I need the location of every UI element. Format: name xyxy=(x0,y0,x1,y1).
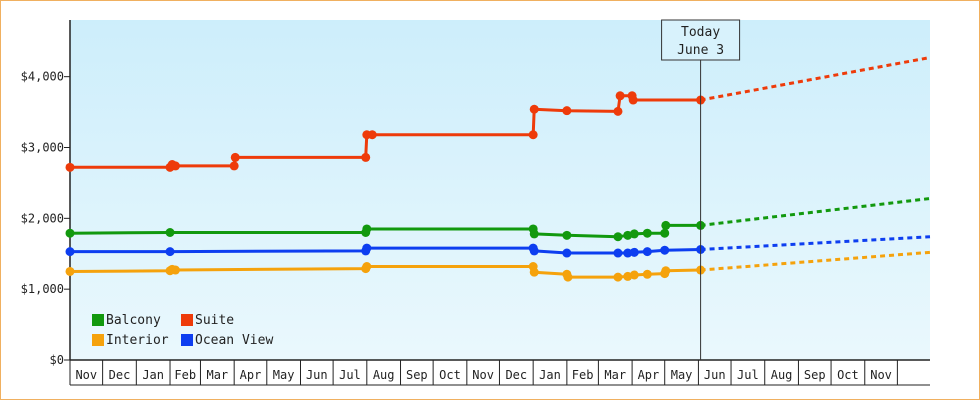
x-tick-label: Oct xyxy=(837,368,859,382)
x-tick-label: Aug xyxy=(373,368,395,382)
forecast-line-suite xyxy=(700,56,931,102)
legend-item-suite: Suite xyxy=(181,313,234,328)
x-tick-label: Dec xyxy=(505,368,527,382)
x-tick-label: Sep xyxy=(804,368,826,382)
data-point xyxy=(362,224,372,234)
data-point xyxy=(642,228,652,238)
data-point xyxy=(529,246,539,256)
data-point xyxy=(529,104,539,114)
data-point xyxy=(563,272,573,282)
x-tick-label: Sep xyxy=(406,368,428,382)
legend-label: Ocean View xyxy=(195,333,273,348)
data-point xyxy=(230,152,240,162)
today-label: Today xyxy=(681,25,720,40)
x-tick-label: May xyxy=(671,368,693,382)
legend: Balcony Suite Interior Ocean View xyxy=(92,313,273,348)
data-point xyxy=(562,106,572,116)
data-point xyxy=(562,248,572,258)
data-point xyxy=(660,228,670,238)
x-tick-label: Jan xyxy=(142,368,164,382)
x-tick-label: Jul xyxy=(339,368,361,382)
x-tick-label: Nov xyxy=(75,368,97,382)
x-tick-label: Aug xyxy=(771,368,793,382)
data-point xyxy=(615,91,625,101)
legend-label: Balcony xyxy=(106,313,161,328)
data-point xyxy=(170,161,180,171)
x-tick-label: Jun xyxy=(704,368,726,382)
series-suite xyxy=(65,56,931,172)
data-point xyxy=(529,229,539,239)
data-point xyxy=(613,232,623,242)
data-point xyxy=(65,228,75,238)
x-axis: Nov Dec Jan Feb Mar Apr May Jun Jul Aug Sep Oct Nov D… xyxy=(69,360,930,386)
series-balcony xyxy=(65,197,931,242)
x-tick-label: Feb xyxy=(174,368,196,382)
data-point xyxy=(628,95,638,105)
data-point xyxy=(642,247,652,257)
legend-label: Interior xyxy=(106,333,169,348)
y-tick-label: $4,000 xyxy=(21,70,64,84)
series-interior xyxy=(65,250,931,282)
data-point xyxy=(528,130,538,140)
x-tick-label: Mar xyxy=(206,368,228,382)
x-tick-label: Oct xyxy=(439,368,461,382)
data-point xyxy=(661,266,671,276)
today-box xyxy=(661,19,741,61)
legend-item-balcony: Balcony xyxy=(92,313,161,328)
legend-item-interior: Interior xyxy=(92,333,169,348)
data-point xyxy=(361,152,371,162)
x-tick-label: May xyxy=(273,368,295,382)
today-date: June 3 xyxy=(677,43,724,58)
data-point xyxy=(65,162,75,172)
data-point xyxy=(65,266,75,276)
y-tick-label: $3,000 xyxy=(21,141,64,155)
legend-swatch xyxy=(181,334,193,346)
data-point xyxy=(629,229,639,239)
legend-swatch xyxy=(92,334,104,346)
data-point xyxy=(229,161,239,171)
data-point xyxy=(529,267,539,277)
legend-swatch xyxy=(181,314,193,326)
forecast-line-interior xyxy=(700,250,931,272)
x-tick-label: Nov xyxy=(870,368,892,382)
data-point xyxy=(613,272,623,282)
data-point xyxy=(613,106,623,116)
data-point xyxy=(623,248,633,258)
data-point xyxy=(170,265,180,275)
x-tick-label: Apr xyxy=(240,368,262,382)
x-tick-label: Nov xyxy=(472,368,494,382)
data-point xyxy=(65,247,75,257)
y-tick-label: $0 xyxy=(50,353,64,367)
legend-item-ocean-view: Ocean View xyxy=(181,333,273,348)
data-point xyxy=(629,247,639,257)
data-point xyxy=(562,230,572,240)
x-tick-label: Feb xyxy=(572,368,594,382)
forecast-line-balcony xyxy=(700,197,931,227)
forecast-line-ocean-view xyxy=(700,235,931,251)
legend-label: Suite xyxy=(195,313,234,328)
x-tick-label: Dec xyxy=(109,368,131,382)
data-point xyxy=(165,247,175,257)
today-marker: Today June 3 xyxy=(661,19,741,360)
y-tick-label: $1,000 xyxy=(21,282,64,296)
data-point xyxy=(660,245,670,255)
data-point xyxy=(613,248,623,258)
x-tick-label: Mar xyxy=(604,368,626,382)
data-point xyxy=(362,262,372,271)
plot-area xyxy=(70,20,930,360)
x-tick-label: Apr xyxy=(638,368,660,382)
y-tick-label: $2,000 xyxy=(21,211,64,225)
x-tick-label: Jul xyxy=(737,368,759,382)
x-tick-label: Jan xyxy=(539,368,561,382)
data-point xyxy=(362,243,372,253)
data-point xyxy=(661,220,671,230)
x-tick-label: Jun xyxy=(306,368,328,382)
legend-swatch xyxy=(92,314,104,326)
data-point xyxy=(629,270,639,280)
data-point xyxy=(642,269,652,279)
data-point xyxy=(165,228,175,237)
y-axis: $0 $1,000 $2,000 $3,000 $4,000 xyxy=(21,20,930,367)
data-point xyxy=(367,130,377,140)
